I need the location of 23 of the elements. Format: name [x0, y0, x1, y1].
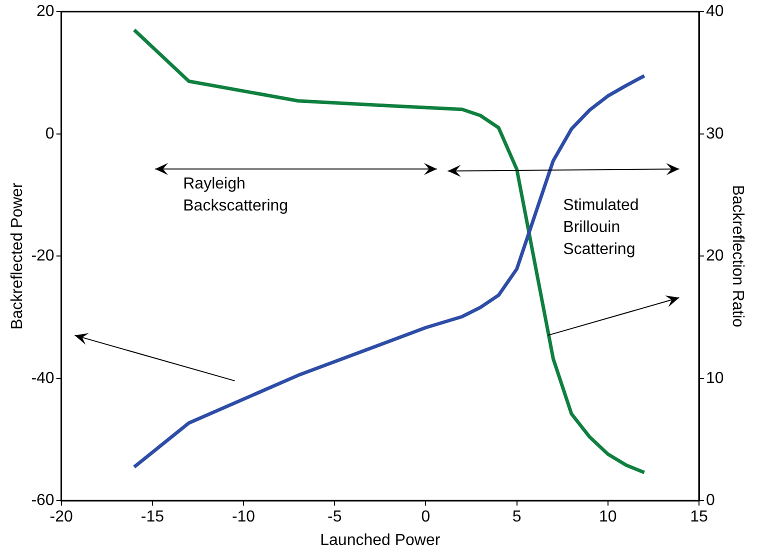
- y2-tick-label: 0: [706, 492, 716, 510]
- y-tick-label: -60: [31, 492, 54, 510]
- y2-tick-label: 10: [706, 370, 724, 387]
- x-tick-label: -10: [232, 508, 256, 526]
- y2-tick-label: 20: [706, 248, 724, 265]
- y2-tick-label: 30: [706, 125, 724, 142]
- x-tick-label: 5: [512, 508, 522, 526]
- annotation: Rayleigh Backscattering: [183, 175, 288, 214]
- y-axis-title: Backreflected Power: [9, 182, 26, 330]
- y-tick-label: 0: [45, 125, 54, 142]
- y-tick-label: 20: [36, 3, 54, 20]
- x-tick-label: -20: [50, 508, 73, 526]
- x-tick-label: 15: [690, 508, 708, 526]
- annotation: Stimulated Brillouin Scattering: [563, 196, 639, 258]
- x-tick-label: -15: [140, 508, 164, 526]
- x-tick-label: 0: [421, 508, 430, 526]
- x-tick-label: -5: [328, 508, 342, 526]
- y2-axis-title: Backreflection Ratio: [728, 184, 746, 328]
- x-axis-title: Launched Power: [320, 532, 441, 549]
- x-tick-label: 10: [599, 508, 617, 526]
- y-tick-label: -20: [31, 248, 54, 265]
- y2-tick-label: 40: [706, 3, 724, 20]
- y-tick-label: -40: [31, 370, 54, 387]
